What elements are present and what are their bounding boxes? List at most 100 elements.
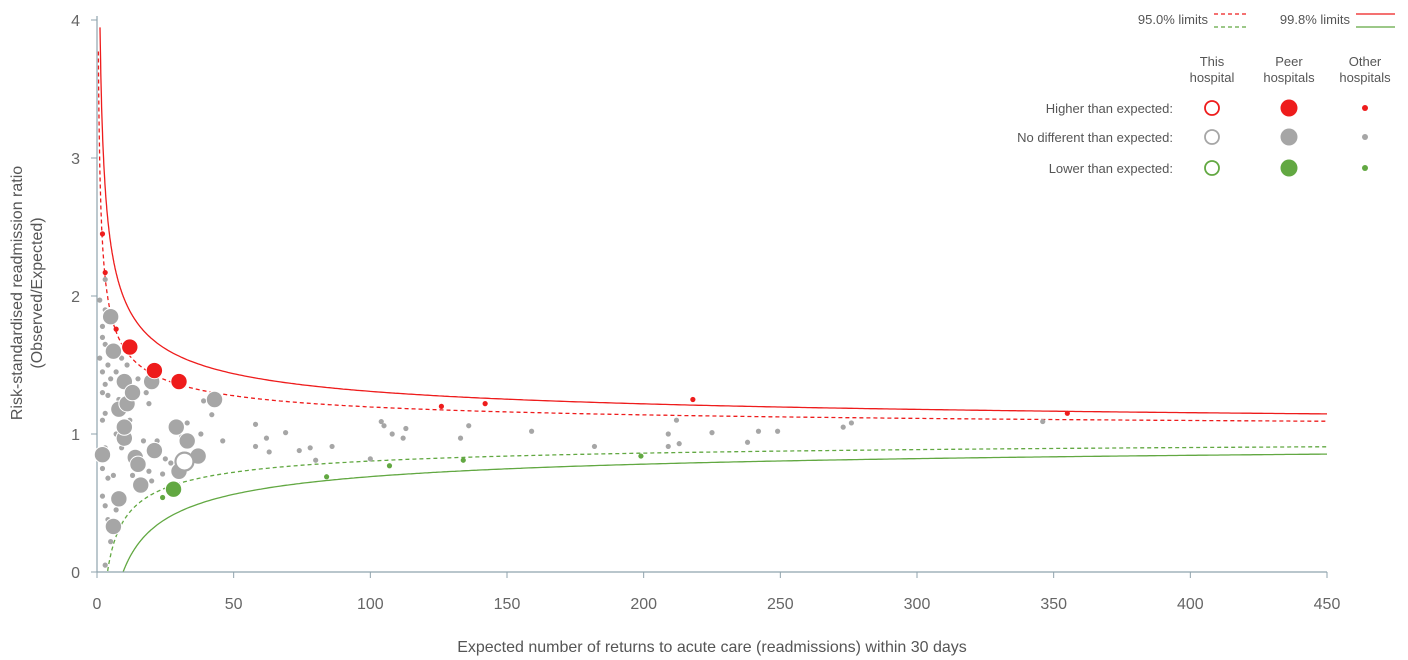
x-tick-label: 100	[357, 596, 384, 613]
other-hospital-point	[665, 443, 671, 450]
peer-hospital-point	[104, 342, 123, 360]
legend-peer-hospital-marker	[1280, 159, 1298, 177]
axes: 0 1 2 3 4 0 50 100 150 200 250 300 350 400 450	[71, 13, 1340, 613]
other-hospital-point	[102, 562, 108, 568]
other-hospital-point	[105, 362, 111, 368]
x-tick-label: 0	[93, 596, 102, 613]
other-hospital-point	[201, 398, 207, 404]
other-hospital-point	[386, 463, 393, 469]
other-hospital-point	[99, 465, 106, 472]
other-hospital-point	[457, 435, 464, 441]
this-hospital-point	[174, 451, 195, 472]
other-hospital-point	[381, 423, 387, 429]
peer-hospital-point	[145, 441, 164, 460]
other-hospital-point	[105, 392, 111, 398]
other-hospital-point	[99, 231, 106, 237]
peer-hospital-point	[93, 446, 112, 464]
other-hospital-point	[296, 447, 302, 454]
legend-row-label: Higher than expected:	[1046, 101, 1173, 116]
limits-95-label: 95.0% limits	[1138, 12, 1209, 27]
other-hospital-point	[263, 435, 270, 441]
other-hospital-point	[755, 428, 762, 434]
x-tick-label: 400	[1177, 596, 1204, 613]
other-hospital-point	[1064, 410, 1070, 416]
other-hospital-point	[168, 460, 174, 466]
other-hospital-point	[102, 503, 108, 509]
other-hospital-point	[162, 456, 168, 462]
legend-column-header: hospital	[1190, 70, 1235, 85]
other-hospital-point	[198, 431, 204, 437]
y-tick-label: 4	[71, 13, 80, 30]
other-hospital-point	[840, 424, 846, 430]
other-hospital-point	[673, 417, 680, 423]
other-hospital-point	[105, 475, 111, 481]
legend-other-hospital-marker	[1362, 134, 1368, 140]
other-hospital-point	[99, 369, 106, 375]
other-hospital-point	[102, 269, 108, 276]
data-points	[93, 231, 1070, 568]
upper-limit-99-8-curve	[99, 27, 1327, 415]
other-hospital-point	[97, 355, 103, 361]
x-tick-label: 300	[904, 596, 931, 613]
other-hospital-point	[113, 507, 119, 513]
other-hospital-point	[99, 323, 106, 329]
legend-peer-hospital-marker	[1280, 128, 1298, 146]
other-hospital-point	[102, 410, 108, 416]
other-hospital-point	[591, 443, 598, 450]
other-hospital-point	[108, 376, 114, 382]
peer-hospital-point	[145, 361, 164, 380]
other-hospital-point	[313, 457, 319, 463]
other-hospital-point	[389, 431, 395, 437]
peer-hospital-point	[121, 338, 139, 356]
legend-this-hospital-marker	[1204, 100, 1220, 116]
limits-99-8-label: 99.8% limits	[1280, 12, 1351, 27]
other-hospital-point	[99, 334, 106, 340]
other-hospital-point	[324, 474, 330, 480]
other-hospital-point	[690, 396, 696, 403]
legend-column-header: Other	[1349, 54, 1382, 69]
other-hospital-point	[160, 494, 166, 501]
other-hospital-point	[252, 443, 259, 450]
other-hospital-point	[146, 468, 152, 474]
x-axis-title: Expected number of returns to acute care…	[457, 639, 967, 656]
peer-hospital-point	[129, 455, 147, 474]
y-tick-label: 3	[71, 151, 80, 168]
other-hospital-point	[143, 390, 149, 396]
other-hospital-point	[97, 297, 103, 303]
other-hospital-point	[466, 423, 472, 429]
other-hospital-point	[102, 276, 108, 283]
peer-hospital-point	[164, 480, 183, 498]
other-hospital-point	[367, 456, 373, 462]
other-hospital-point	[403, 425, 409, 432]
other-hospital-point	[99, 417, 106, 423]
legend-row-label: Lower than expected:	[1049, 161, 1173, 176]
other-hospital-point	[110, 472, 116, 478]
other-hospital-point	[102, 381, 108, 387]
other-hospital-point	[848, 420, 855, 426]
other-hospital-point	[102, 341, 108, 347]
y-axis-title-line1: Risk-standardised readmission ratio	[9, 166, 26, 420]
other-hospital-point	[99, 493, 106, 499]
other-hospital-point	[140, 438, 147, 444]
other-hospital-point	[460, 457, 466, 463]
peer-hospital-point	[110, 490, 128, 508]
legend-peer-hospital-marker	[1280, 99, 1298, 117]
x-tick-label: 150	[494, 596, 521, 613]
other-hospital-point	[665, 431, 671, 437]
x-tick-label: 200	[630, 596, 657, 613]
lower-limit-95-curve	[107, 446, 1327, 572]
legend-other-hospital-marker	[1362, 165, 1368, 171]
legend-other-hospital-marker	[1362, 105, 1368, 111]
legend-column-header: This	[1200, 54, 1225, 69]
peer-hospital-point	[115, 418, 134, 436]
other-hospital-point	[307, 445, 313, 451]
other-hospital-point	[482, 401, 488, 407]
x-tick-label: 350	[1040, 596, 1067, 613]
other-hospital-point	[135, 376, 141, 382]
other-hospital-point	[378, 418, 384, 425]
other-hospital-point	[220, 438, 226, 444]
peer-hospital-point	[101, 308, 120, 326]
other-hospital-point	[149, 478, 155, 484]
